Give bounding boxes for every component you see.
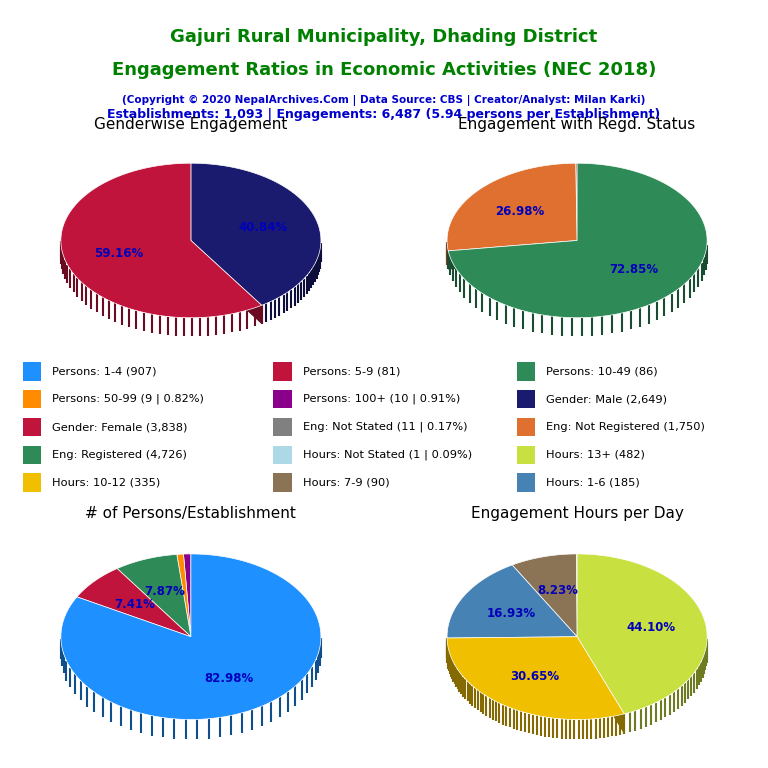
Text: Hours: 10-12 (335): Hours: 10-12 (335)	[52, 478, 161, 488]
Text: Eng: Not Stated (11 | 0.17%): Eng: Not Stated (11 | 0.17%)	[303, 422, 468, 432]
Text: Establishments: 1,093 | Engagements: 6,487 (5.94 persons per Establishment): Establishments: 1,093 | Engagements: 6,4…	[108, 108, 660, 121]
Polygon shape	[118, 554, 191, 637]
Text: 7.41%: 7.41%	[114, 598, 155, 611]
Text: 7.87%: 7.87%	[144, 585, 185, 598]
Text: 16.93%: 16.93%	[487, 607, 536, 620]
Text: Hours: Not Stated (1 | 0.09%): Hours: Not Stated (1 | 0.09%)	[303, 449, 472, 460]
Text: Persons: 5-9 (81): Persons: 5-9 (81)	[303, 366, 400, 376]
Text: Gender: Male (2,649): Gender: Male (2,649)	[546, 394, 667, 404]
Polygon shape	[449, 164, 707, 318]
Text: 59.16%: 59.16%	[94, 247, 143, 260]
Polygon shape	[177, 554, 191, 637]
Text: Persons: 50-99 (9 | 0.82%): Persons: 50-99 (9 | 0.82%)	[52, 394, 204, 405]
Bar	[23, 445, 41, 464]
Text: 44.10%: 44.10%	[627, 621, 676, 634]
Text: 30.65%: 30.65%	[511, 670, 560, 683]
Bar	[273, 445, 292, 464]
Text: Engagement Ratios in Economic Activities (NEC 2018): Engagement Ratios in Economic Activities…	[112, 61, 656, 79]
Polygon shape	[447, 637, 577, 658]
Polygon shape	[447, 164, 577, 251]
Bar	[517, 390, 535, 409]
Text: 8.23%: 8.23%	[537, 584, 578, 597]
Text: Eng: Not Registered (1,750): Eng: Not Registered (1,750)	[546, 422, 705, 432]
Polygon shape	[576, 164, 577, 240]
Bar	[517, 445, 535, 464]
Polygon shape	[577, 554, 707, 714]
Bar	[517, 418, 535, 436]
Text: Hours: 1-6 (185): Hours: 1-6 (185)	[546, 478, 640, 488]
Polygon shape	[447, 637, 624, 720]
Polygon shape	[447, 565, 577, 638]
Bar	[23, 473, 41, 492]
Bar	[273, 418, 292, 436]
Bar	[273, 362, 292, 381]
Bar	[23, 390, 41, 409]
Text: 26.98%: 26.98%	[495, 205, 545, 217]
Text: 82.98%: 82.98%	[205, 671, 254, 684]
Polygon shape	[449, 240, 577, 270]
Bar	[273, 390, 292, 409]
Bar	[23, 362, 41, 381]
Text: Gender: Female (3,838): Gender: Female (3,838)	[52, 422, 187, 432]
Polygon shape	[191, 164, 321, 306]
Polygon shape	[577, 637, 624, 733]
Text: Hours: 7-9 (90): Hours: 7-9 (90)	[303, 478, 389, 488]
Text: (Copyright © 2020 NepalArchives.Com | Data Source: CBS | Creator/Analyst: Milan : (Copyright © 2020 NepalArchives.Com | Da…	[122, 95, 646, 107]
Polygon shape	[449, 240, 577, 270]
Polygon shape	[191, 240, 262, 324]
Polygon shape	[61, 164, 262, 318]
Polygon shape	[77, 568, 191, 637]
Polygon shape	[61, 554, 321, 720]
Title: Engagement Hours per Day: Engagement Hours per Day	[471, 506, 684, 521]
Text: Persons: 1-4 (907): Persons: 1-4 (907)	[52, 366, 157, 376]
Bar	[517, 362, 535, 381]
Polygon shape	[577, 637, 624, 733]
Bar	[273, 473, 292, 492]
Bar	[517, 473, 535, 492]
Polygon shape	[191, 240, 262, 324]
Title: # of Persons/Establishment: # of Persons/Establishment	[85, 506, 296, 521]
Title: Engagement with Regd. Status: Engagement with Regd. Status	[458, 118, 696, 132]
Polygon shape	[184, 554, 191, 637]
Text: Gajuri Rural Municipality, Dhading District: Gajuri Rural Municipality, Dhading Distr…	[170, 28, 598, 46]
Polygon shape	[447, 637, 577, 658]
Text: 40.84%: 40.84%	[239, 221, 288, 234]
Bar	[23, 418, 41, 436]
Text: Eng: Registered (4,726): Eng: Registered (4,726)	[52, 450, 187, 460]
Text: Hours: 13+ (482): Hours: 13+ (482)	[546, 450, 645, 460]
Text: Persons: 10-49 (86): Persons: 10-49 (86)	[546, 366, 658, 376]
Text: 72.85%: 72.85%	[609, 263, 658, 276]
Polygon shape	[512, 554, 577, 637]
Title: Genderwise Engagement: Genderwise Engagement	[94, 118, 287, 132]
Text: Persons: 100+ (10 | 0.91%): Persons: 100+ (10 | 0.91%)	[303, 394, 460, 405]
